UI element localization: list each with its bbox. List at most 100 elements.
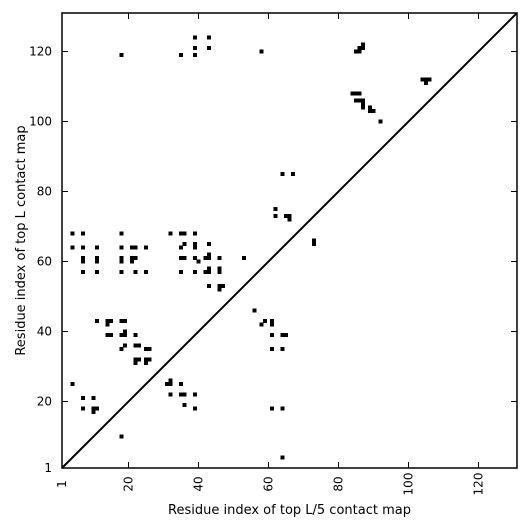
contact-point [182,392,187,397]
contact-point [144,347,148,351]
x-tick-label: 100 [402,473,416,496]
contact-point [133,333,138,337]
contact-point [207,270,211,274]
y-axis-label: Residue index of top L contact map [14,125,29,355]
contact-point [119,53,124,57]
contact-point [312,242,316,246]
contact-point [280,406,285,411]
contact-point [130,259,134,264]
contact-point [119,270,124,274]
contact-point [361,102,365,106]
contact-point [196,259,201,264]
contact-point [420,77,425,82]
contact-point [81,270,85,274]
contact-point [91,406,96,411]
contact-point [168,231,173,236]
contact-point [95,259,99,264]
contact-point [179,231,183,236]
contact-point [357,98,362,103]
contact-point [179,392,183,397]
contact-point [168,382,173,386]
contact-point [280,333,285,337]
y-tick-label: 40 [37,325,52,339]
contact-point [91,396,96,400]
x-tick-label: 1 [55,480,69,488]
contact-point [368,105,372,110]
contact-point [259,49,264,54]
x-tick-label: 40 [192,476,206,491]
contact-point [427,77,432,82]
contact-point [207,46,211,50]
contact-point [378,119,383,124]
contact-point [105,333,110,337]
contact-point [144,361,148,365]
contact-point [119,231,124,236]
contact-point [182,231,187,236]
contact-point [361,42,365,47]
contact-point [263,319,267,323]
contact-point [242,256,246,260]
contact-point [259,322,264,327]
contact-point [270,347,274,351]
contact-point [207,35,211,40]
contact-point [179,53,183,57]
contact-point [361,105,365,110]
x-tick-label: 120 [472,473,486,496]
contact-point [70,231,75,236]
contact-point [270,406,274,411]
contact-point [182,242,187,246]
contact-point [350,91,355,96]
contact-point [361,46,365,50]
contact-point [193,245,197,250]
contact-point [133,361,138,365]
contact-point [424,81,428,85]
contact-point [284,333,288,337]
contact-point [119,319,124,323]
contact-point [81,396,85,400]
contact-point [193,46,197,50]
y-tick-label: 120 [29,45,52,59]
x-tick-label: 60 [262,476,276,491]
diagonal-line [61,12,518,469]
contact-point [123,333,127,337]
contact-point [193,406,197,411]
contact-point [123,343,127,348]
contact-point [179,245,183,250]
contact-point [357,46,362,50]
y-tick-label: 60 [37,255,52,269]
contact-point [133,256,138,260]
contact-point [81,256,85,260]
contact-point [193,242,197,246]
x-tick-label: 80 [332,476,346,491]
plot-frame [61,12,518,469]
contact-point [105,319,110,323]
contact-point [312,238,316,243]
contact-point [287,217,292,222]
contact-point [133,343,138,348]
contact-point [221,284,225,288]
contact-point [144,357,148,362]
contact-point [207,284,211,288]
contact-point [207,242,211,246]
contact-point [193,392,197,397]
contact-point [109,319,113,323]
contact-point [147,347,152,351]
contact-point [95,270,99,274]
contact-point [217,284,222,288]
contact-point [119,347,124,351]
contact-point [270,333,274,337]
contact-point [81,231,85,236]
contact-point [95,406,99,411]
contact-point [361,98,365,103]
contact-point [105,322,110,327]
contact-point [182,403,187,407]
points-layer [70,35,432,460]
contact-point [193,35,197,40]
contact-point [354,91,358,96]
contact-point [273,214,278,218]
contact-point [95,245,99,250]
x-axis-label: Residue index of top L/5 contact map [168,503,411,518]
contact-point [168,378,173,383]
